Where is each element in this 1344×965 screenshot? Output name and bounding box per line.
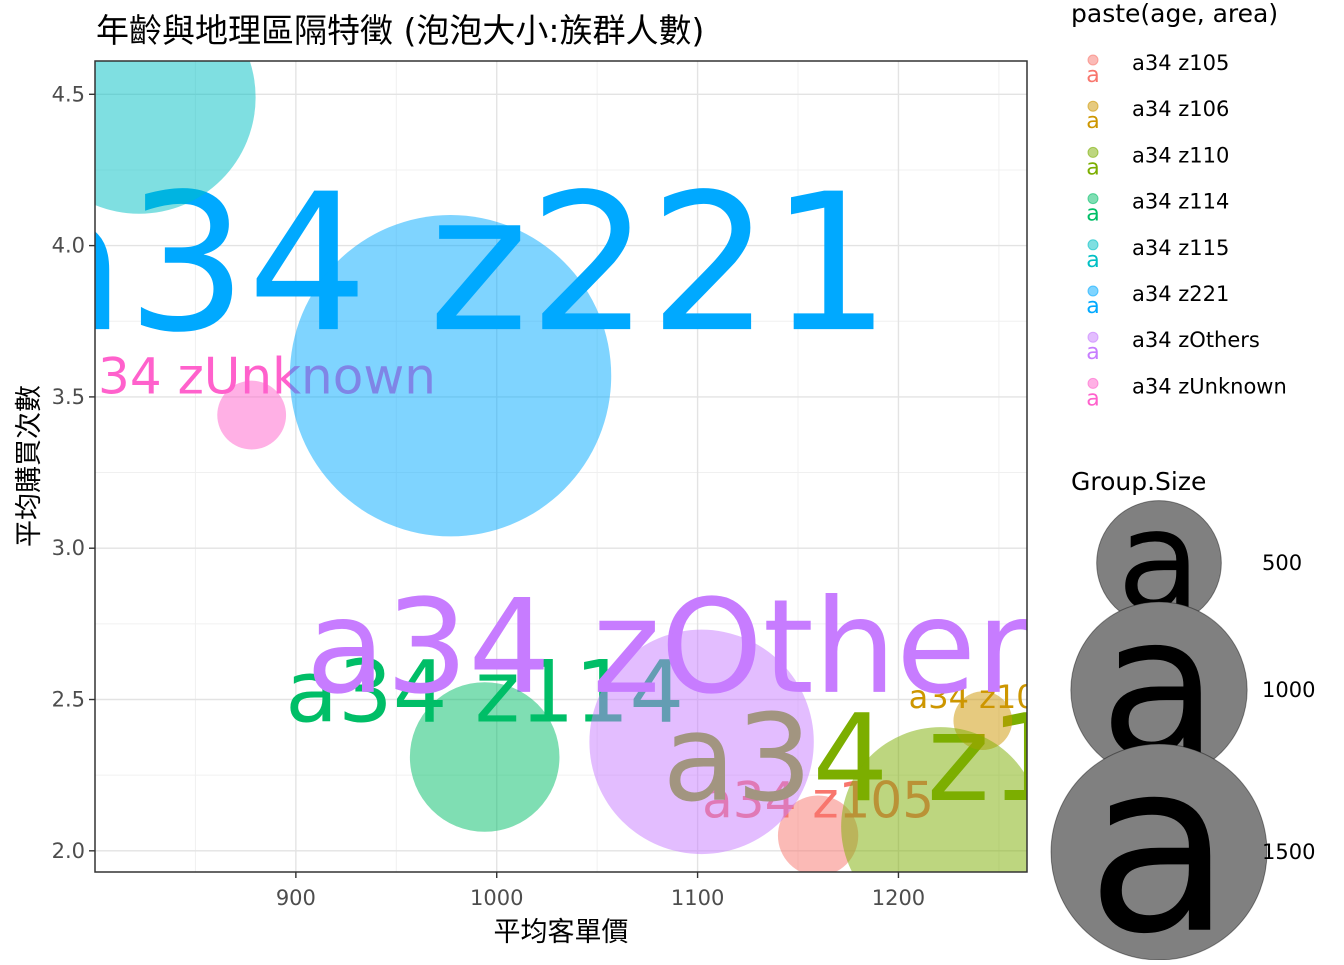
bubble-layer [95,61,1027,872]
bubble-point [841,727,1027,872]
legend-key-point [1087,54,1099,66]
y-tick-label: 3.5 [52,385,85,409]
y-tick-label: 4.5 [52,82,85,106]
y-tick-label: 2.0 [52,839,85,863]
legend-key-point [1087,331,1099,343]
y-axis: 2.0 2.5 3.0 3.5 4.0 4.5 [52,82,95,863]
legend-key-point [1087,193,1099,205]
y-axis-label: 平均購買次數 [14,385,45,547]
x-tick-label: 1200 [872,886,925,910]
legend-entry-label: a34 z221 [1132,282,1229,306]
legend-entry-label: a34 z115 [1132,236,1229,260]
bubble-point [777,795,859,872]
legend-entry-label: a34 zUnknown [1132,374,1287,398]
size-legend-glyph: a [1086,711,1232,960]
legend-entry-label: a34 z105 [1132,51,1229,75]
x-tick-label: 1100 [671,886,724,910]
legend-entry-label: a34 zOthers [1132,328,1260,352]
legend-key-glyph: a [1086,248,1099,273]
size-legend-title: Group.Size [1071,467,1206,496]
y-tick-label: 2.5 [52,688,85,712]
x-axis-label: 平均客單價 [494,917,629,948]
x-tick-label: 1000 [470,886,523,910]
legend-key-point [1087,146,1099,158]
y-tick-label: 3.0 [52,536,85,560]
bubble-point [409,682,560,832]
legend-entry-label: a34 z114 [1132,190,1229,214]
size-legend-label: 500 [1262,551,1302,575]
size-legend-label: 1500 [1262,840,1315,864]
y-tick-label: 4.0 [52,234,85,258]
legend-key-glyph: a [1086,202,1099,227]
legend-key-point [1087,377,1099,389]
legend-key-glyph: a [1086,386,1099,411]
bubble-point [589,629,814,855]
bubble-point [217,380,287,450]
legend-entry-label: a34 z110 [1132,143,1229,167]
legend-key-glyph: a [1086,109,1099,134]
color-legend-title: paste(age, area) [1071,0,1278,28]
color-legend: paste(age, area) a a34 z105 a a34 z106 a a34 … [1071,0,1287,411]
size-legend-label: 1000 [1262,678,1315,702]
bubble-point [95,61,256,214]
x-tick-label: 900 [276,886,316,910]
legend-key-glyph: a [1086,340,1099,365]
color-legend-items: a a34 z105 a a34 z106 a a34 z110 a a34 z114 a a34… [1086,51,1287,411]
legend-key-glyph: a [1086,63,1099,88]
legend-entry-label: a34 z106 [1132,97,1229,121]
legend-key-glyph: a [1086,155,1099,180]
legend-key-point [1087,100,1099,112]
x-axis: 900 1000 1100 1200 [276,872,925,910]
legend-key-glyph: a [1086,294,1099,319]
panel-border [94,60,1028,873]
chart-title: 年齡與地理區隔特徵 (泡泡大小:族群人數) [96,11,704,50]
legend-key-point [1087,239,1099,251]
bubble-point [289,215,612,537]
legend-key-point [1087,285,1099,297]
